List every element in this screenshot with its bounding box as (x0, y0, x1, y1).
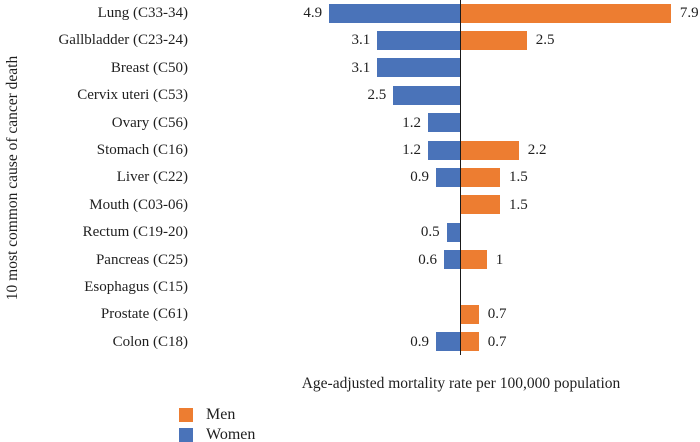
bar-men (460, 167, 501, 187)
category-label: Breast (C50) (110, 59, 188, 76)
legend-swatch-men (179, 408, 193, 422)
category-label: Gallbladder (C23-24) (58, 32, 188, 49)
value-label-men: 7.9 (679, 5, 699, 21)
category-label: Esophagus (C15) (84, 279, 188, 295)
bar-men (460, 140, 519, 160)
value-label-men: 1.5 (509, 169, 528, 186)
value-label-women: 1.2 (402, 114, 421, 131)
value-label-women: 3.1 (351, 59, 371, 76)
value-label-men: 2.2 (527, 142, 547, 158)
bar-women (427, 113, 460, 133)
bar-women (377, 58, 460, 78)
category-label: Ovary (C56) (111, 114, 188, 131)
bar-women (377, 30, 460, 50)
bar-women (435, 332, 460, 352)
legend-label-women: Women (206, 426, 256, 442)
legend-swatch-women (179, 428, 193, 442)
legend-item-men: Men (179, 406, 255, 423)
value-label-women: 4.9 (303, 5, 323, 21)
zero-axis-line (459, 0, 462, 355)
legend: Men Women (179, 406, 256, 442)
category-label: Mouth (C03-06) (89, 196, 188, 213)
bar-women (446, 222, 460, 242)
value-label-men: 0.7 (487, 333, 507, 350)
x-axis-label: Age-adjusted mortality rate per 100,000 … (301, 375, 621, 392)
bar-men (460, 3, 671, 23)
bar-women (435, 167, 460, 187)
category-label: Prostate (C61) (100, 306, 188, 323)
bar-women (329, 3, 460, 23)
bar-women (443, 250, 460, 270)
value-label-men: 1 (495, 251, 504, 268)
category-label: Stomach (C16) (96, 142, 188, 158)
value-label-men: 0.7 (487, 306, 507, 323)
value-label-women: 3.1 (351, 32, 371, 49)
value-label-men: 2.5 (535, 32, 555, 49)
category-label: Liver (C22) (116, 169, 188, 186)
value-label-women: 0.9 (410, 169, 429, 186)
value-label-women: 0.9 (410, 333, 429, 350)
bar-men (460, 304, 479, 324)
category-label: Pancreas (C25) (95, 251, 188, 268)
category-label: Rectum (C19-20) (82, 224, 188, 241)
bar-men (460, 332, 479, 352)
value-label-women: 0.6 (418, 251, 437, 268)
value-label-women: 0.5 (420, 224, 440, 241)
legend-item-women: Women (179, 426, 256, 442)
bar-men (460, 195, 501, 215)
category-label: Colon (C18) (112, 333, 188, 350)
bar-women (393, 85, 460, 105)
category-label: Lung (C33-34) (97, 5, 188, 21)
bar-women (427, 140, 460, 160)
value-label-women: 1.2 (402, 142, 421, 158)
value-label-men: 1.5 (509, 196, 528, 213)
bar-men (460, 250, 487, 270)
y-axis-title: 10 most common cause of cancer death (4, 55, 21, 301)
legend-label-men: Men (206, 406, 236, 423)
value-label-women: 2.5 (367, 87, 387, 104)
category-label: Cervix uteri (C53) (77, 87, 188, 104)
bar-men (460, 30, 527, 50)
